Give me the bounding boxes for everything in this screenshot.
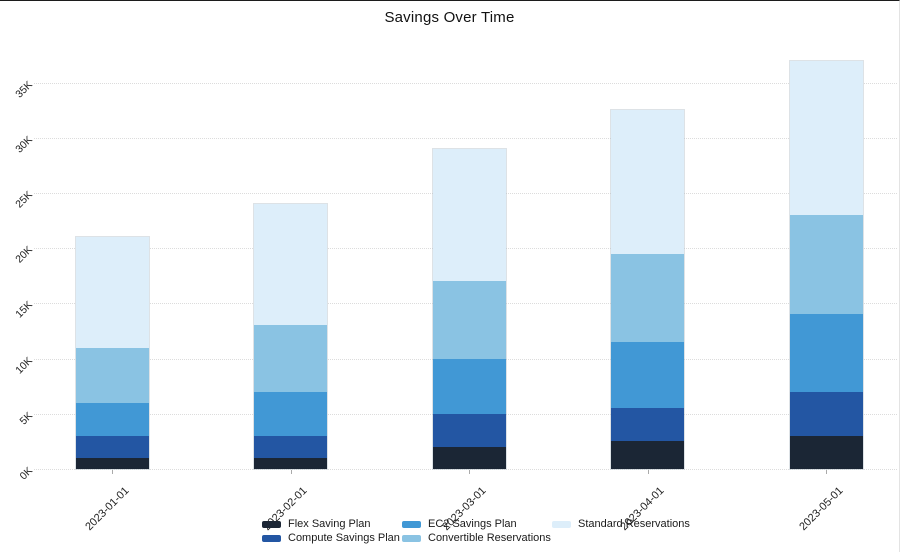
y-tick-label: 5K	[17, 409, 36, 428]
legend-swatch-flex-saving-plan	[262, 521, 281, 528]
bar-segment[interactable]	[432, 148, 506, 282]
bar-segment[interactable]	[789, 435, 863, 469]
bar-segment[interactable]	[789, 60, 863, 216]
y-tick-label: 0K	[17, 464, 36, 483]
legend-label: EC2 Savings Plan	[428, 518, 517, 530]
bar-segment[interactable]	[789, 215, 863, 315]
legend-swatch-convertible-reservations	[402, 535, 421, 542]
legend-label: Compute Savings Plan	[288, 532, 400, 544]
x-tick-mark	[112, 470, 113, 474]
bar-segment[interactable]	[75, 237, 149, 348]
x-tick-mark	[290, 470, 292, 474]
legend-swatch-standard-reservations	[552, 521, 571, 528]
legend-item-flex-saving-plan[interactable]: Flex Saving Plan	[262, 518, 400, 531]
x-tick-mark	[469, 470, 470, 474]
legend-swatch-ec2-savings-plan	[402, 521, 421, 528]
y-tick-label: 15K	[13, 299, 36, 321]
bar-segment[interactable]	[789, 391, 863, 436]
legend-column-1: Flex Saving Plan Compute Savings Plan	[262, 518, 400, 545]
chart-title: Savings Over Time	[384, 9, 515, 26]
bar-segment[interactable]	[611, 408, 684, 442]
bar-segment[interactable]	[75, 435, 149, 458]
bar-segment[interactable]	[75, 402, 149, 436]
bar-segment[interactable]	[611, 110, 684, 254]
legend-column-2: EC2 Savings Plan Convertible Reservation…	[402, 518, 551, 545]
bar-segment[interactable]	[432, 358, 506, 414]
legend-column-3: Standard Reservations	[552, 518, 690, 531]
bar-segment[interactable]	[432, 413, 506, 447]
gridline	[34, 137, 897, 139]
bar-segment[interactable]	[789, 314, 863, 392]
legend-label: Convertible Reservations	[428, 532, 551, 544]
bar-segment[interactable]	[254, 325, 327, 392]
bar-segment[interactable]	[254, 457, 327, 469]
x-tick-mark	[826, 470, 827, 474]
gridline	[34, 82, 897, 84]
legend-label: Flex Saving Plan	[288, 518, 371, 530]
bar-segment[interactable]	[75, 347, 149, 403]
y-tick-label: 20K	[13, 243, 36, 266]
y-tick-label: 35K	[13, 78, 36, 101]
legend-item-standard-reservations[interactable]: Standard Reservations	[552, 518, 690, 531]
y-tick-label: 10K	[13, 354, 36, 377]
bar-segment[interactable]	[611, 342, 684, 409]
legend-label: Standard Reservations	[578, 518, 690, 530]
bar-segment[interactable]	[254, 435, 327, 458]
legend-item-convertible-reservations[interactable]: Convertible Reservations	[402, 532, 551, 545]
bar-segment[interactable]	[75, 457, 149, 469]
legend-swatch-compute-savings-plan	[262, 535, 281, 542]
bar-segment[interactable]	[254, 204, 327, 326]
y-tick-label: 30K	[13, 133, 36, 156]
legend: Flex Saving Plan Compute Savings Plan EC…	[0, 516, 899, 546]
bar-segment[interactable]	[254, 391, 327, 436]
y-tick-label: 25K	[13, 188, 36, 211]
x-tick-mark	[647, 470, 649, 474]
gridline	[34, 469, 897, 470]
legend-item-ec2-savings-plan[interactable]: EC2 Savings Plan	[402, 518, 551, 531]
bar-segment[interactable]	[432, 281, 506, 359]
bar-segment[interactable]	[432, 446, 506, 469]
legend-item-compute-savings-plan[interactable]: Compute Savings Plan	[262, 532, 400, 545]
bar-segment[interactable]	[611, 253, 684, 343]
bar-segment[interactable]	[611, 441, 684, 469]
